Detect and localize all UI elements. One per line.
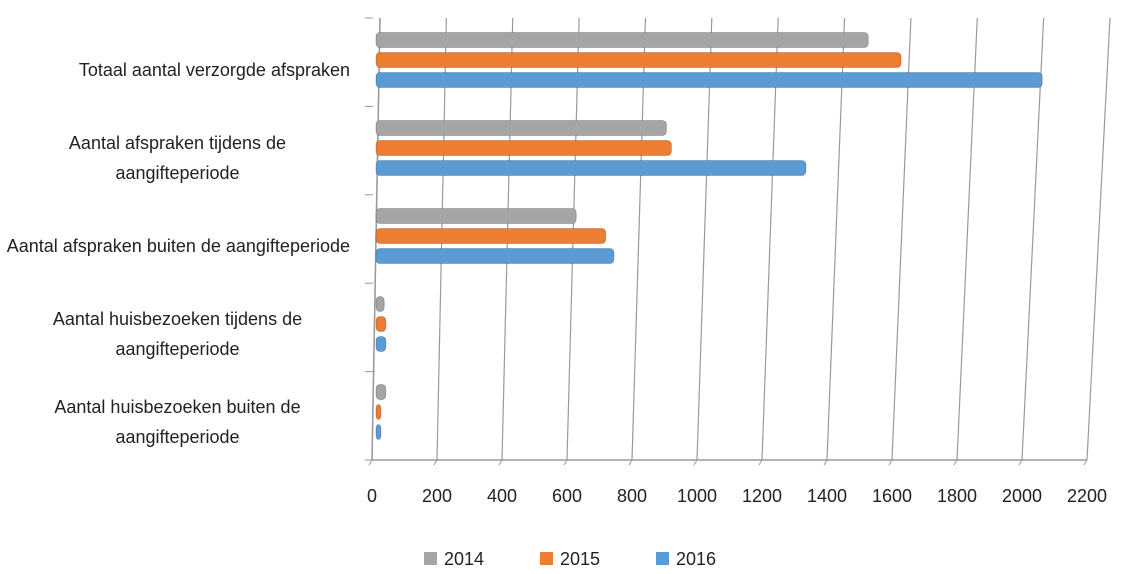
bar (375, 140, 672, 156)
x-tick (1018, 459, 1023, 466)
x-tick-label: 1400 (807, 486, 847, 506)
grid-line (631, 17, 647, 461)
grid-line (1086, 17, 1111, 461)
x-tick (628, 459, 633, 466)
bar (375, 384, 387, 400)
x-tick (498, 459, 503, 466)
grid-line (1021, 17, 1045, 461)
x-tick (888, 459, 893, 466)
bar (375, 248, 615, 264)
x-tick-label: 1200 (742, 486, 782, 506)
x-tick-label: 2000 (1002, 486, 1042, 506)
y-tick-label: Aantal huisbezoeken tijdens de aangiftep… (52, 309, 303, 359)
bar (375, 296, 385, 312)
bar (375, 336, 387, 352)
y-tick-label: Aantal afspraken buiten de aangifteperio… (6, 236, 350, 256)
x-tick (368, 459, 373, 466)
legend-label: 2016 (676, 549, 716, 569)
x-tick-label: 600 (552, 486, 582, 506)
x-tick (953, 459, 958, 466)
bar (375, 120, 667, 136)
grid-line (696, 17, 713, 461)
legend-label: 2014 (444, 549, 484, 569)
x-tick-label: 800 (617, 486, 647, 506)
x-tick (433, 459, 438, 466)
grid-line (956, 17, 978, 461)
category-label-box: Aantal huisbezoeken tijdens de aangiftep… (0, 294, 350, 374)
bar (375, 52, 902, 68)
category-label-box: Aantal huisbezoeken buiten de aangiftepe… (0, 382, 350, 462)
bar (375, 424, 382, 440)
x-tick (1083, 459, 1088, 466)
bar (375, 160, 807, 176)
x-tick-label: 200 (422, 486, 452, 506)
bar (375, 208, 577, 224)
bar (375, 72, 1043, 88)
grid-line (761, 17, 779, 461)
y-tick-label: Totaal aantal verzorgde afspraken (78, 60, 350, 80)
x-tick-label: 1000 (677, 486, 717, 506)
y-tick-label: Aantal afspraken tijdens de aangifteperi… (68, 133, 287, 183)
category-label-box: Aantal afspraken buiten de aangifteperio… (0, 206, 350, 286)
category-label-box: Aantal afspraken tijdens de aangifteperi… (0, 118, 350, 198)
x-tick-label: 1800 (937, 486, 977, 506)
grid-line (891, 17, 912, 461)
x-tick-label: 2200 (1067, 486, 1107, 506)
bar (375, 228, 607, 244)
x-tick-label: 400 (487, 486, 517, 506)
grid-line (826, 17, 846, 461)
x-tick-label: 0 (367, 486, 377, 506)
legend-label: 2015 (560, 549, 600, 569)
x-tick (823, 459, 828, 466)
x-tick-label: 1600 (872, 486, 912, 506)
y-tick-label: Aantal huisbezoeken buiten de aangiftepe… (54, 397, 301, 447)
legend-swatch (656, 552, 669, 565)
legend-swatch (540, 552, 553, 565)
bar (375, 316, 387, 332)
x-tick (758, 459, 763, 466)
category-label-box: Totaal aantal verzorgde afspraken (0, 30, 350, 110)
bar (375, 404, 382, 420)
bar (375, 32, 869, 48)
x-tick (563, 459, 568, 466)
legend-swatch (424, 552, 437, 565)
x-tick (693, 459, 698, 466)
